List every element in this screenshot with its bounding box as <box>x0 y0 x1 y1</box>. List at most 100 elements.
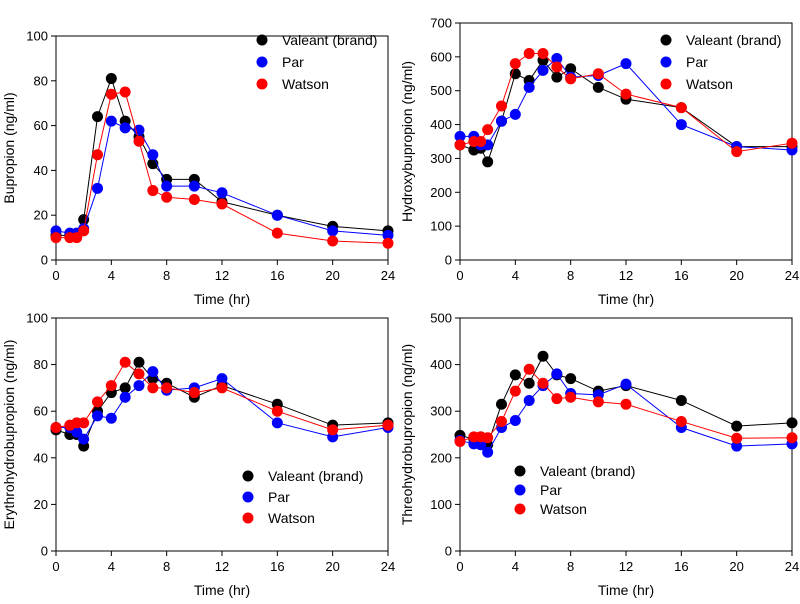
x-tick-label: 20 <box>729 268 743 283</box>
x-tick-label: 24 <box>381 559 395 574</box>
data-point-watson <box>161 382 173 394</box>
data-point-watson <box>78 225 90 237</box>
x-tick-label: 24 <box>381 268 395 283</box>
data-point-par <box>92 410 103 422</box>
data-point-watson <box>327 235 339 247</box>
data-point-valeant-brand <box>482 156 494 168</box>
data-point-watson <box>119 86 131 98</box>
y-tick-label: 300 <box>430 151 452 166</box>
x-tick-label: 4 <box>512 559 519 574</box>
y-tick-label: 60 <box>34 118 48 133</box>
legend-marker-par <box>514 484 526 496</box>
data-point-watson <box>551 393 563 405</box>
legend-label-par: Par <box>686 54 708 70</box>
data-point-valeant-brand <box>509 68 521 80</box>
legend-label-valeant-brand: Valeant (brand) <box>540 463 635 479</box>
series-line-par <box>55 120 389 236</box>
data-point-watson <box>509 385 521 397</box>
y-tick-label: 100 <box>430 497 452 512</box>
data-point-watson <box>216 198 228 210</box>
legend-marker-valeant-brand <box>256 34 268 46</box>
x-tick-label: 12 <box>619 268 633 283</box>
data-point-watson <box>50 422 62 434</box>
x-tick-label: 4 <box>512 268 519 283</box>
series-line-watson <box>56 91 389 244</box>
legend-marker-valeant-brand <box>242 470 254 482</box>
data-point-watson <box>133 135 145 147</box>
data-point-par <box>731 440 743 452</box>
legend: Valeant (brand) Par Watson <box>514 463 635 517</box>
data-point-par <box>509 415 521 427</box>
data-point-valeant-brand <box>105 73 117 85</box>
x-tick-label: 16 <box>270 268 284 283</box>
y-tick-label: 700 <box>430 16 452 31</box>
data-point-valeant-brand <box>133 356 145 368</box>
data-point-watson <box>50 232 62 244</box>
data-point-watson <box>161 191 173 203</box>
data-point-valeant-brand <box>537 350 549 362</box>
data-point-par <box>454 130 466 142</box>
data-point-valeant-brand <box>119 382 131 394</box>
legend-marker-par <box>660 56 672 68</box>
data-point-watson <box>454 139 466 151</box>
chart-panel-bottom-left: 0 4 8 12 16 20 24 0 20 40 60 80 100 Time (hr) Erythroh… <box>1 311 395 599</box>
x-tick-label: 0 <box>52 559 59 574</box>
data-point-watson <box>523 47 535 59</box>
legend-label-watson: Watson <box>540 501 587 517</box>
y-tick-label: 600 <box>430 49 452 64</box>
y-tick-label: 200 <box>430 450 452 465</box>
data-point-valeant-brand <box>523 377 535 389</box>
legend-marker-watson <box>514 503 526 515</box>
data-point-watson <box>271 405 283 417</box>
data-point-valeant-brand <box>592 81 604 93</box>
x-tick-label: 12 <box>215 268 229 283</box>
data-point-watson <box>592 68 604 80</box>
data-point-watson <box>565 391 577 403</box>
y-axis-title: Hydroxybupropion (ng/ml) <box>399 61 415 222</box>
data-point-par <box>271 417 283 429</box>
data-point-par <box>675 119 687 131</box>
x-tick-label: 20 <box>325 268 339 283</box>
y-tick-label: 20 <box>34 208 48 223</box>
data-point-par <box>216 373 228 385</box>
data-point-watson <box>105 380 117 392</box>
data-point-valeant-brand <box>565 373 577 385</box>
y-tick-label: 0 <box>41 544 48 559</box>
data-point-par <box>147 149 159 161</box>
legend-marker-valeant-brand <box>660 34 672 46</box>
data-point-watson <box>147 382 159 394</box>
x-tick-label: 16 <box>674 559 688 574</box>
legend-marker-par <box>242 491 254 503</box>
legend-marker-watson <box>256 78 268 90</box>
data-point-watson <box>675 102 687 114</box>
legend-label-valeant-brand: Valeant (brand) <box>282 32 377 48</box>
y-axis-title: Erythrohydrobupropion (ng/ml) <box>1 340 17 530</box>
data-point-par <box>119 122 131 134</box>
x-tick-label: 24 <box>785 268 799 283</box>
data-point-par <box>105 115 117 127</box>
legend-marker-watson <box>242 512 254 524</box>
data-point-watson <box>537 377 549 389</box>
data-point-par <box>216 187 228 199</box>
data-point-par <box>105 412 117 424</box>
x-axis-title: Time (hr) <box>194 291 250 307</box>
y-tick-label: 300 <box>430 404 452 419</box>
y-axis-title: Bupropion (ng/ml) <box>1 92 17 203</box>
x-axis-title: Time (hr) <box>598 582 654 598</box>
legend-label-watson: Watson <box>268 510 315 526</box>
x-axis-title: Time (hr) <box>598 291 654 307</box>
y-tick-label: 500 <box>430 83 452 98</box>
x-tick-label: 4 <box>108 268 115 283</box>
data-point-valeant-brand <box>786 417 798 429</box>
data-point-par <box>523 81 535 93</box>
x-tick-label: 8 <box>163 559 170 574</box>
data-point-watson <box>537 47 549 59</box>
chart-panel-bottom-right: 0 4 8 12 16 20 24 0 100 200 300 400 500 Time (hr) Thre… <box>399 311 799 599</box>
legend-marker-valeant-brand <box>514 465 526 477</box>
data-point-watson <box>482 432 494 444</box>
y-tick-label: 200 <box>430 185 452 200</box>
data-point-watson <box>454 435 466 447</box>
y-tick-label: 100 <box>26 29 48 44</box>
data-point-par <box>78 433 90 445</box>
